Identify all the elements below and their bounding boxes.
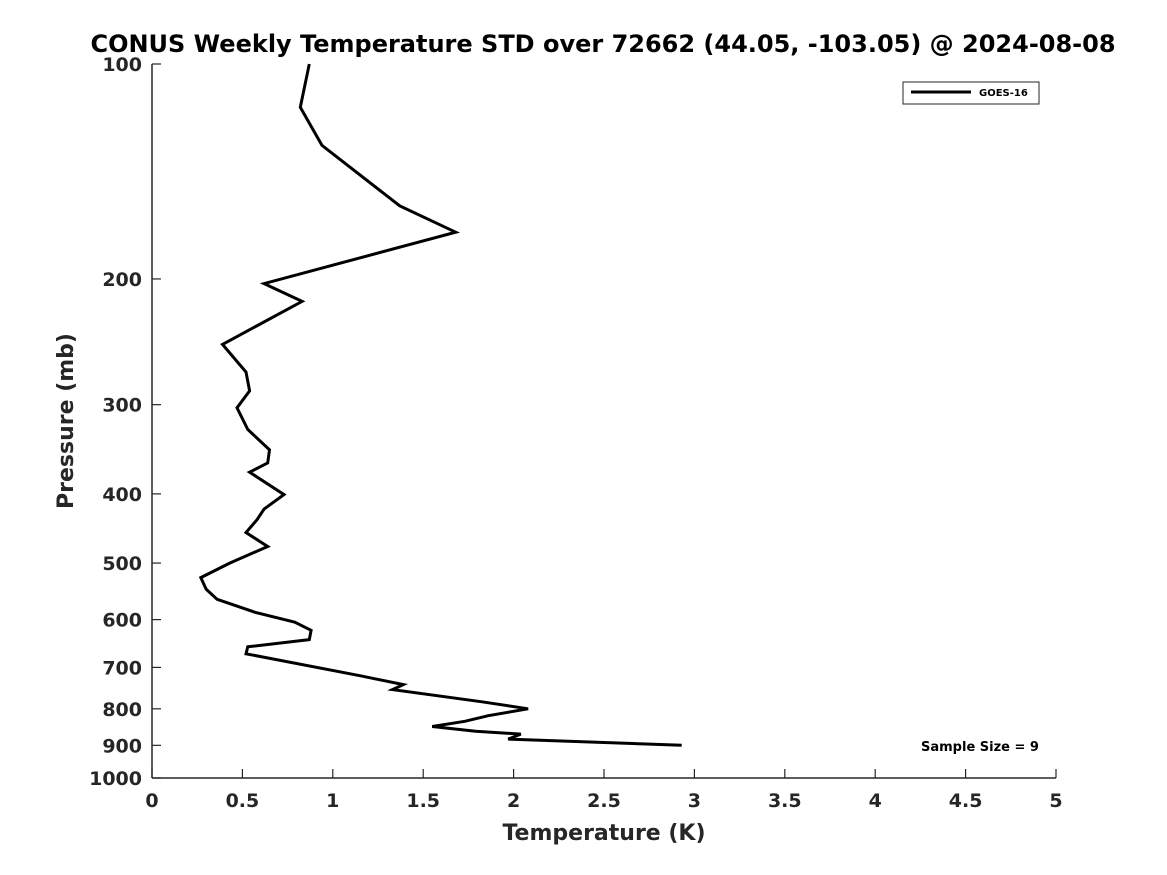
legend: GOES-16 xyxy=(902,81,1040,105)
legend-label-goes-16: GOES-16 xyxy=(979,88,1028,99)
x-tick-label: 1 xyxy=(326,790,339,812)
x-tick-label: 2 xyxy=(507,790,520,812)
y-tick-label: 100 xyxy=(102,54,142,76)
x-axis-ticks: 0 0.5 1 1.5 2 2.5 3 3.5 4 4.5 5 xyxy=(145,769,1063,812)
y-tick-label: 300 xyxy=(102,395,142,417)
x-tick-label: 4 xyxy=(869,790,882,812)
x-tick-label: 3.5 xyxy=(768,790,802,812)
chart-title: CONUS Weekly Temperature STD over 72662 … xyxy=(90,30,1115,58)
y-axis-label: Pressure (mb) xyxy=(54,333,79,509)
x-tick-label: 3 xyxy=(688,790,701,812)
y-tick-label: 900 xyxy=(102,735,142,757)
y-tick-label: 700 xyxy=(102,657,142,679)
y-tick-label: 600 xyxy=(102,610,142,632)
x-tick-label: 4.5 xyxy=(949,790,983,812)
y-axis-ticks: 100 200 300 400 500 600 700 800 900 1000 xyxy=(89,54,161,790)
y-tick-label: 800 xyxy=(102,699,142,721)
y-tick-label: 1000 xyxy=(89,768,142,790)
x-tick-label: 1.5 xyxy=(406,790,440,812)
x-tick-label: 0 xyxy=(145,790,158,812)
y-tick-label: 200 xyxy=(102,269,142,291)
x-tick-label: 5 xyxy=(1049,790,1062,812)
x-tick-label: 2.5 xyxy=(587,790,621,812)
sample-size-annotation: Sample Size = 9 xyxy=(921,740,1039,755)
y-tick-label: 400 xyxy=(102,484,142,506)
series-line-goes-16 xyxy=(198,63,682,747)
x-axis-label: Temperature (K) xyxy=(502,821,705,846)
y-tick-label: 500 xyxy=(102,553,142,575)
x-tick-label: 0.5 xyxy=(226,790,260,812)
